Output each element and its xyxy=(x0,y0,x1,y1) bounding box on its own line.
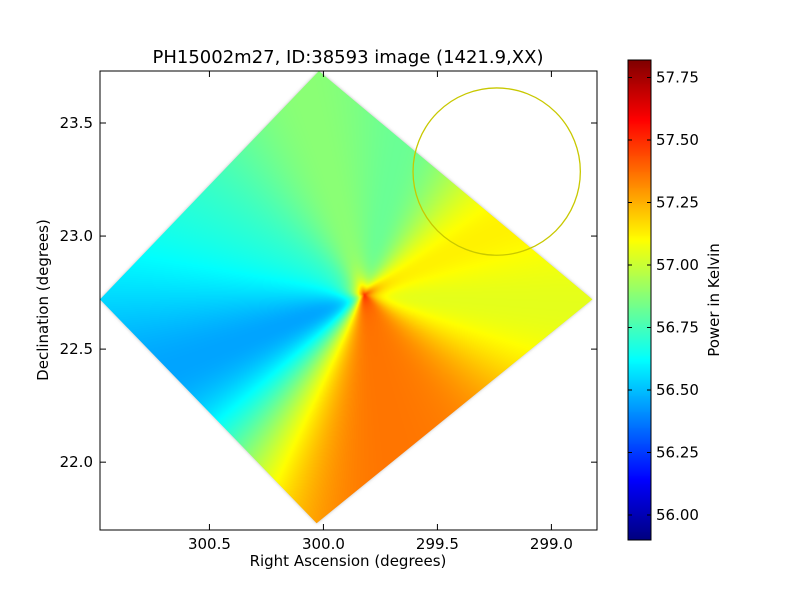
y-tick-label: 22.0 xyxy=(60,453,93,471)
colorbar-ticks: 56.00 56.25 56.50 56.75 57.00 57.25 57.50 57.75 xyxy=(628,69,699,524)
y-axis-label: Declination (degrees) xyxy=(34,219,52,381)
x-axis-ticks: 300.5 300.0 299.5 299.0 xyxy=(188,71,573,553)
colorbar-tick-label: 57.50 xyxy=(656,131,699,149)
colorbar-label: Power in Kelvin xyxy=(705,243,723,357)
colorbar-tick-label: 56.25 xyxy=(656,444,699,462)
colorbar-frame xyxy=(627,59,652,541)
colorbar-tick-label: 56.75 xyxy=(656,319,699,337)
colorbar-tick-label: 57.25 xyxy=(656,194,699,212)
heatmap-image xyxy=(100,71,593,524)
x-tick-label: 299.0 xyxy=(530,535,573,553)
y-tick-label: 23.0 xyxy=(60,227,93,245)
y-tick-label: 23.5 xyxy=(60,114,93,132)
colorbar-tick-label: 57.00 xyxy=(656,256,699,274)
x-axis-label: Right Ascension (degrees) xyxy=(250,552,447,570)
plot-frame xyxy=(99,70,598,531)
x-tick-label: 300.5 xyxy=(188,535,231,553)
y-tick-label: 22.5 xyxy=(60,340,93,358)
chart-title: PH15002m27, ID:38593 image (1421.9,XX) xyxy=(153,47,544,68)
colorbar xyxy=(628,60,651,540)
x-tick-label: 300.0 xyxy=(302,535,345,553)
colorbar-tick-label: 57.75 xyxy=(656,69,699,87)
y-axis-ticks: 22.0 22.5 23.0 23.5 xyxy=(60,114,597,471)
colorbar-tick-label: 56.00 xyxy=(656,506,699,524)
colorbar-tick-label: 56.50 xyxy=(656,381,699,399)
source-marker-circle xyxy=(412,87,581,256)
x-tick-label: 299.5 xyxy=(416,535,459,553)
